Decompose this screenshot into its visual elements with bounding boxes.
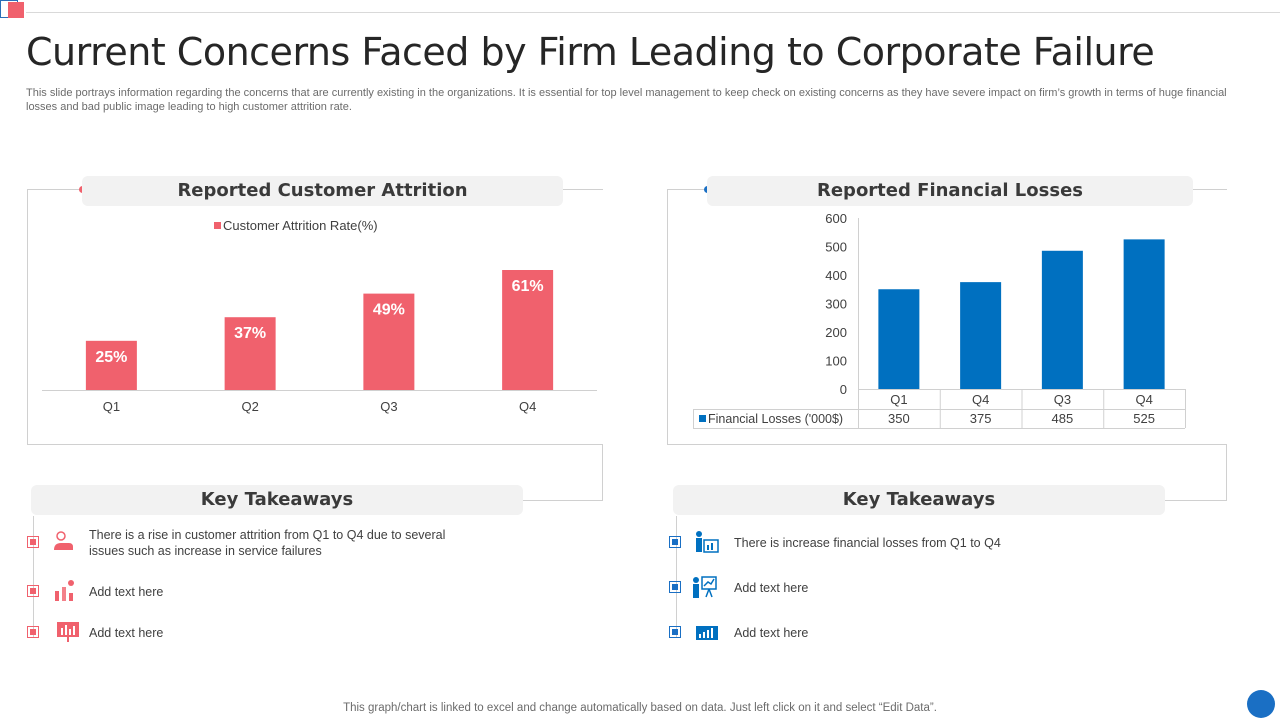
y-tick-label: 400 [825, 268, 847, 283]
legend-marker [214, 222, 221, 229]
data-label: 25% [95, 349, 127, 366]
table-value: 350 [888, 411, 910, 426]
left-connector [520, 445, 603, 501]
x-tick-label: Q1 [103, 399, 120, 414]
x-tick-label: Q4 [519, 399, 536, 414]
left-takeaways-line [33, 516, 34, 638]
y-tick-label: 500 [825, 240, 847, 255]
presenter-chart-icon [696, 531, 719, 553]
bar [85, 340, 137, 390]
page-subtitle: This slide portrays information regardin… [26, 87, 1227, 113]
bar [363, 293, 415, 390]
right-connector [1160, 445, 1227, 501]
legend-label: Financial Losses ('000$) [708, 412, 843, 426]
right-chart-heading: Reported Financial Losses [707, 176, 1193, 206]
left-takeaway-3: Add text here [89, 626, 164, 640]
left-bullet-2 [27, 585, 39, 597]
financial-losses-chart: 0 100 200 300 400 500 600 Q1 350 Q4 375 Q3 485 Q4 525 F… [693, 211, 1186, 429]
table-value: 375 [970, 411, 992, 426]
right-bullet-3 [669, 626, 681, 638]
page-indicator-dot [1247, 690, 1275, 718]
table-value: 525 [1133, 411, 1155, 426]
y-tick-label: 100 [825, 354, 847, 369]
org-chart-icon [55, 580, 74, 601]
x-tick-label: Q3 [380, 399, 397, 414]
data-label: 37% [234, 325, 266, 342]
left-takeaway-2: Add text here [89, 585, 164, 599]
left-bullet-1 [27, 536, 39, 548]
bar [878, 289, 920, 389]
right-takeaways-heading: Key Takeaways [673, 485, 1165, 515]
page-title: Current Concerns Faced by Firm Leading t… [26, 30, 1155, 74]
left-takeaways-heading: Key Takeaways [31, 485, 523, 515]
bar [960, 282, 1002, 389]
corner-decoration-accent [8, 2, 24, 18]
bar [224, 317, 276, 390]
bar [1041, 250, 1083, 389]
presenter-board-icon [693, 576, 717, 598]
right-takeaway-3: Add text here [734, 626, 809, 640]
right-takeaways-line [676, 516, 677, 638]
x-tick-label: Q3 [1054, 392, 1071, 407]
x-tick-label: Q2 [241, 399, 258, 414]
x-tick-label: Q4 [1135, 392, 1152, 407]
legend-marker [699, 415, 706, 422]
legend-label: Customer Attrition Rate(%) [223, 218, 378, 233]
left-bullet-3 [27, 626, 39, 638]
right-takeaway-1: There is increase financial losses from … [734, 536, 1001, 550]
top-divider [26, 12, 1280, 13]
bar [1123, 239, 1165, 389]
right-takeaway-2: Add text here [734, 581, 809, 595]
y-tick-label: 0 [840, 382, 847, 397]
bar-presentation-icon [57, 622, 79, 642]
growth-chart-icon [696, 626, 718, 640]
data-label: 61% [512, 278, 544, 295]
left-takeaway-1: There is a rise in customer attrition fr… [89, 528, 446, 558]
footer-note: This graph/chart is linked to excel and … [343, 702, 937, 714]
table-value: 485 [1052, 411, 1074, 426]
bar [502, 270, 554, 390]
left-chart-heading: Reported Customer Attrition [82, 176, 563, 206]
x-tick-label: Q4 [972, 392, 989, 407]
data-label: 49% [373, 302, 405, 319]
right-bullet-1 [669, 536, 681, 548]
y-tick-label: 200 [825, 325, 847, 340]
y-tick-label: 300 [825, 297, 847, 312]
customer-hand-icon [54, 531, 73, 550]
right-bullet-2 [669, 581, 681, 593]
y-tick-label: 600 [825, 211, 847, 226]
attrition-chart: Customer Attrition Rate(%) 25% Q1 37% Q2 49% Q… [42, 218, 597, 414]
x-tick-label: Q1 [890, 392, 907, 407]
